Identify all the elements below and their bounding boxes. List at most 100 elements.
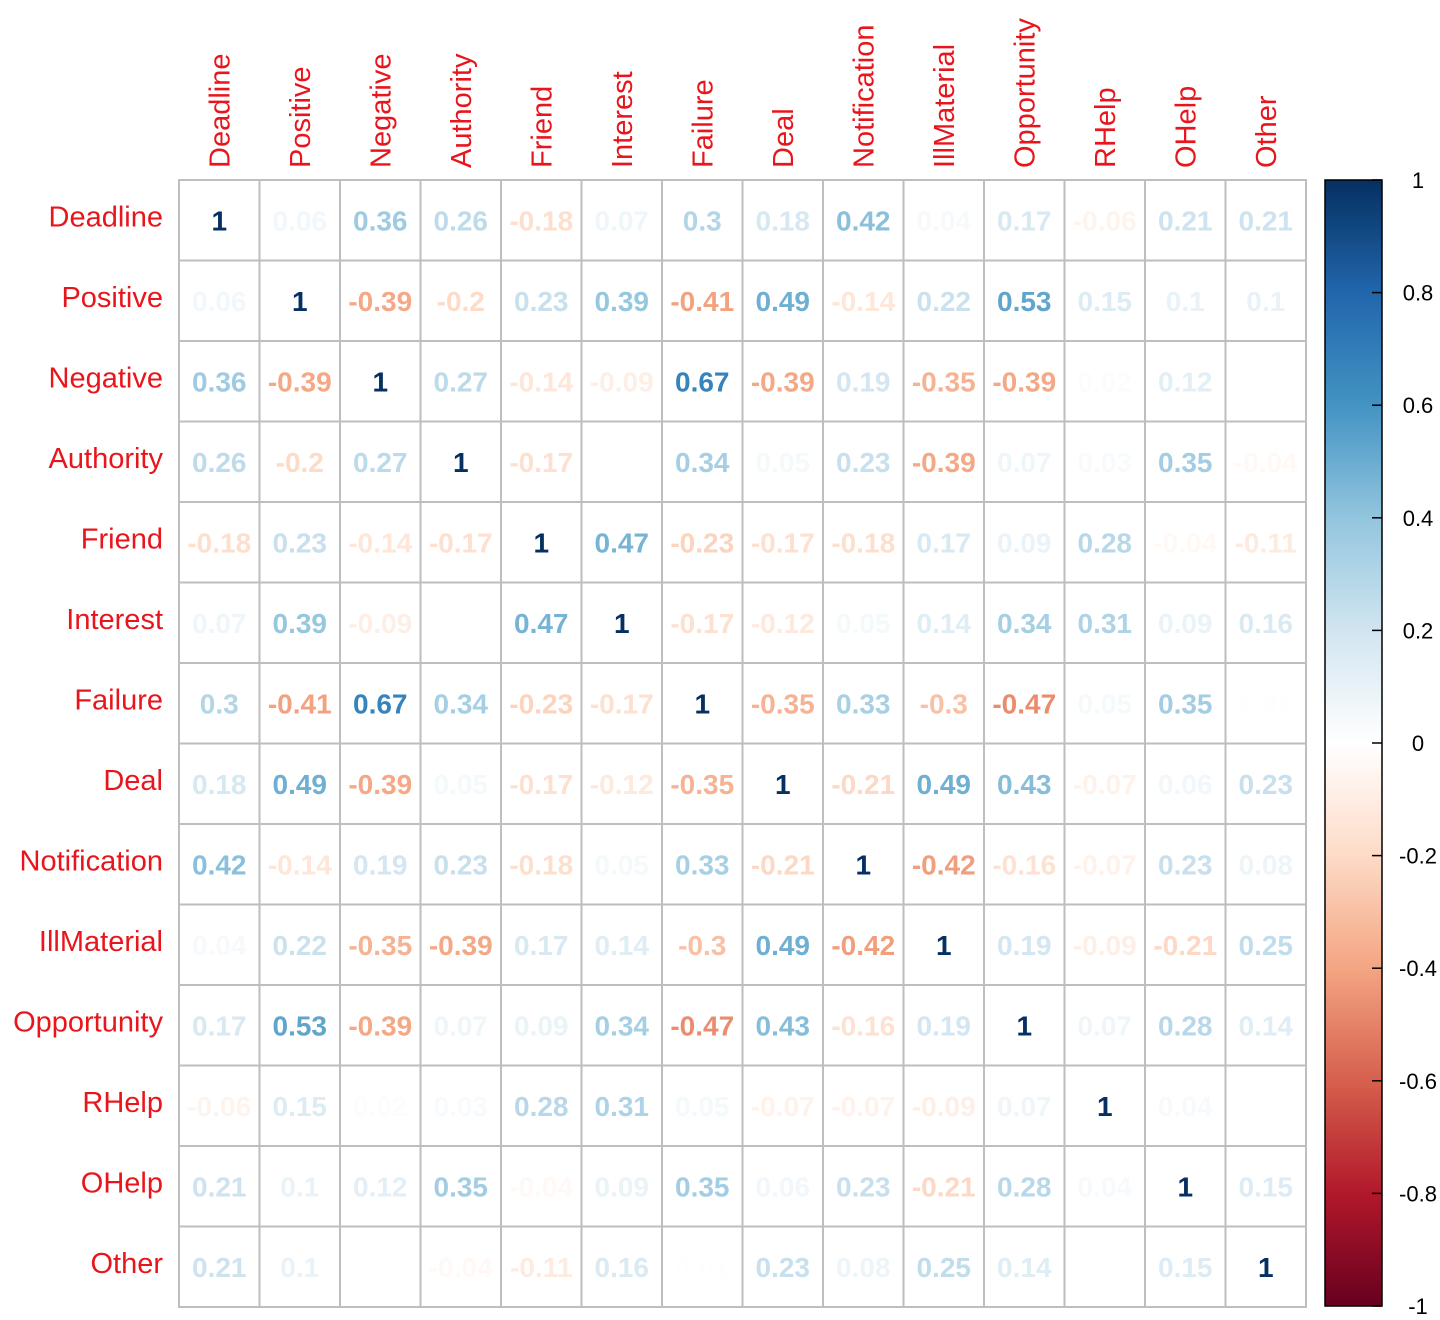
cell-Negative-RHelp: [1063, 340, 1146, 423]
cell-value-Positive-Opportunity: 0.53: [997, 286, 1052, 317]
cell-value-Deal-Opportunity: 0.43: [997, 769, 1052, 800]
column-label-IllMaterial: IllMaterial: [929, 44, 961, 168]
cell-value-Positive-Deal: 0.49: [756, 286, 811, 317]
cell-Deadline-Deadline: [178, 179, 261, 262]
cell-value-Deal-Deadline: 0.18: [192, 769, 247, 800]
cell-value-Negative-Opportunity: -0.39: [992, 366, 1056, 397]
cell-value-Opportunity-Opportunity: 1: [1016, 1010, 1032, 1041]
cell-value-RHelp-IllMaterial: -0.09: [912, 1091, 976, 1122]
color-bar-tick-label: 0.6: [1403, 393, 1434, 418]
cell-value-Other-Friend: -0.11: [510, 1252, 572, 1283]
cell-Opportunity-Notification: [822, 984, 905, 1067]
column-label-RHelp: RHelp: [1090, 87, 1122, 168]
cell-Deal-Other: [1224, 742, 1307, 825]
cell-value-Other-Deadline: 0.21: [192, 1252, 247, 1283]
cell-value-Friend-RHelp: 0.28: [1078, 527, 1133, 558]
cell-Failure-Friend: [500, 662, 583, 745]
cell-value-IllMaterial-Authority: -0.39: [429, 930, 493, 961]
cell-Opportunity-Friend: [500, 984, 583, 1067]
cell-value-Notification-Negative: 0.19: [353, 849, 408, 880]
cell-Authority-RHelp: [1063, 420, 1146, 503]
cell-value-Deadline-Failure: 0.3: [683, 205, 722, 236]
cell-Failure-Other: [1224, 662, 1307, 745]
cell-value-Deal-Interest: -0.12: [590, 769, 654, 800]
cell-Authority-Interest: [580, 420, 663, 503]
cell-Friend-Deal: [741, 501, 824, 584]
cell-Opportunity-Negative: [339, 984, 422, 1067]
cell-value-Opportunity-RHelp: 0.07: [1078, 1010, 1133, 1041]
cell-value-Deadline-RHelp: -0.06: [1073, 205, 1137, 236]
cell-value-RHelp-Notification: -0.07: [831, 1091, 895, 1122]
cell-value-Interest-Friend: 0.47: [514, 608, 569, 639]
row-label-Negative: Negative: [49, 362, 163, 394]
cell-value-Positive-Other: 0.1: [1246, 286, 1285, 317]
cell-Other-Friend: [500, 1225, 583, 1308]
cell-Failure-Failure: [661, 662, 744, 745]
cell-value-Authority-Opportunity: 0.07: [997, 447, 1052, 478]
cell-value-Notification-Friend: -0.18: [509, 849, 573, 880]
cell-value-Friend-Deadline: -0.18: [187, 527, 251, 558]
cell-value-IllMaterial-Opportunity: 0.19: [997, 930, 1052, 961]
cell-value-Authority-Failure: 0.34: [675, 447, 730, 478]
cell-IllMaterial-Deadline: [178, 903, 261, 986]
cell-value-Interest-IllMaterial: 0.14: [917, 608, 972, 639]
cell-value-Friend-Deal: -0.17: [751, 527, 815, 558]
cell-value-RHelp-Deal: -0.07: [751, 1091, 815, 1122]
cell-value-Negative-Negative: 1: [372, 366, 388, 397]
cell-value-Failure-Notification: 0.33: [836, 688, 891, 719]
cell-value-Notification-Notification: 1: [855, 849, 871, 880]
cell-Deadline-Interest: [580, 179, 663, 262]
cell-value-Deadline-Authority: 0.26: [434, 205, 489, 236]
cell-value-Negative-Deal: -0.39: [751, 366, 815, 397]
cell-value-Interest-OHelp: 0.09: [1158, 608, 1213, 639]
cell-value-RHelp-OHelp: 0.04: [1158, 1091, 1213, 1122]
cell-Friend-RHelp: [1063, 501, 1146, 584]
cell-value-Deadline-Notification: 0.42: [836, 205, 891, 236]
cell-value-RHelp-Positive: 0.15: [273, 1091, 328, 1122]
cell-value-OHelp-Deal: 0.06: [756, 1171, 811, 1202]
cell-value-Failure-OHelp: 0.35: [1158, 688, 1213, 719]
cell-value-Authority-Deadline: 0.26: [192, 447, 247, 478]
row-label-Positive: Positive: [61, 282, 163, 314]
cell-Failure-Authority: [419, 662, 502, 745]
cell-value-Friend-Failure: -0.23: [670, 527, 734, 558]
cell-RHelp-Deal: [741, 1064, 824, 1147]
cell-OHelp-OHelp: [1144, 1145, 1227, 1228]
cell-value-Negative-RHelp: 0.02: [1078, 366, 1133, 397]
cell-value-OHelp-Friend: -0.04: [509, 1171, 573, 1202]
cell-value-Positive-Negative: -0.39: [348, 286, 412, 317]
cell-value-OHelp-Negative: 0.12: [353, 1171, 408, 1202]
cell-IllMaterial-OHelp: [1144, 903, 1227, 986]
cell-Deal-RHelp: [1063, 742, 1146, 825]
cell-Interest-OHelp: [1144, 581, 1227, 664]
color-bar-tick-label: -0.2: [1399, 844, 1437, 869]
cell-Interest-Notification: [822, 581, 905, 664]
cell-OHelp-Opportunity: [983, 1145, 1066, 1228]
column-label-Other: Other: [1251, 95, 1283, 168]
cell-Interest-Opportunity: [983, 581, 1066, 664]
cell-value-Interest-Interest: 1: [614, 608, 630, 639]
cell-Friend-Negative: [339, 501, 422, 584]
cell-value-Deal-Authority: 0.05: [434, 769, 489, 800]
cell-value-Interest-Deadline: 0.07: [192, 608, 247, 639]
color-bar-tick-label: 0: [1412, 731, 1424, 756]
column-label-Opportunity: Opportunity: [1009, 18, 1041, 168]
cell-Authority-Notification: [822, 420, 905, 503]
cell-IllMaterial-Negative: [339, 903, 422, 986]
cell-value-Friend-Positive: 0.23: [273, 527, 328, 558]
column-label-Negative: Negative: [365, 54, 397, 168]
cell-value-Notification-Deadline: 0.42: [192, 849, 247, 880]
row-label-Other: Other: [90, 1248, 163, 1280]
cell-Notification-Opportunity: [983, 823, 1066, 906]
cell-Authority-Deal: [741, 420, 824, 503]
cell-RHelp-Negative: [339, 1064, 422, 1147]
color-bar-tick-label: 1: [1412, 168, 1424, 193]
cell-Notification-Deal: [741, 823, 824, 906]
cell-Deadline-RHelp: [1063, 179, 1146, 262]
cell-Opportunity-Failure: [661, 984, 744, 1067]
cell-Deal-Failure: [661, 742, 744, 825]
cell-value-Friend-Authority: -0.17: [429, 527, 493, 558]
cell-OHelp-Deal: [741, 1145, 824, 1228]
cell-Authority-Negative: [339, 420, 422, 503]
cell-Other-Authority: [419, 1225, 502, 1308]
